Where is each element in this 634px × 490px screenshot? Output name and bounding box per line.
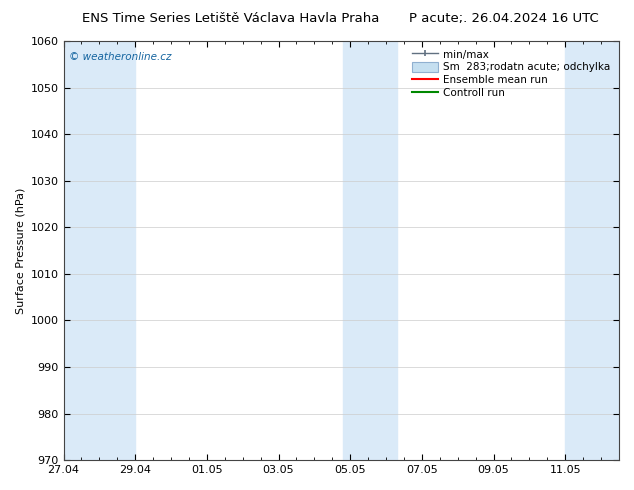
Bar [566, 41, 619, 460]
Text: P acute;. 26.04.2024 16 UTC: P acute;. 26.04.2024 16 UTC [409, 12, 598, 25]
Text: ENS Time Series Letiště Václava Havla Praha: ENS Time Series Letiště Václava Havla Pr… [82, 12, 380, 25]
Text: © weatheronline.cz: © weatheronline.cz [69, 51, 172, 62]
Y-axis label: Surface Pressure (hPa): Surface Pressure (hPa) [15, 187, 25, 314]
Legend: min/max, Sm  283;rodatn acute; odchylka, Ensemble mean run, Controll run: min/max, Sm 283;rodatn acute; odchylka, … [409, 46, 614, 101]
Bar [343, 41, 397, 460]
Bar [63, 41, 135, 460]
